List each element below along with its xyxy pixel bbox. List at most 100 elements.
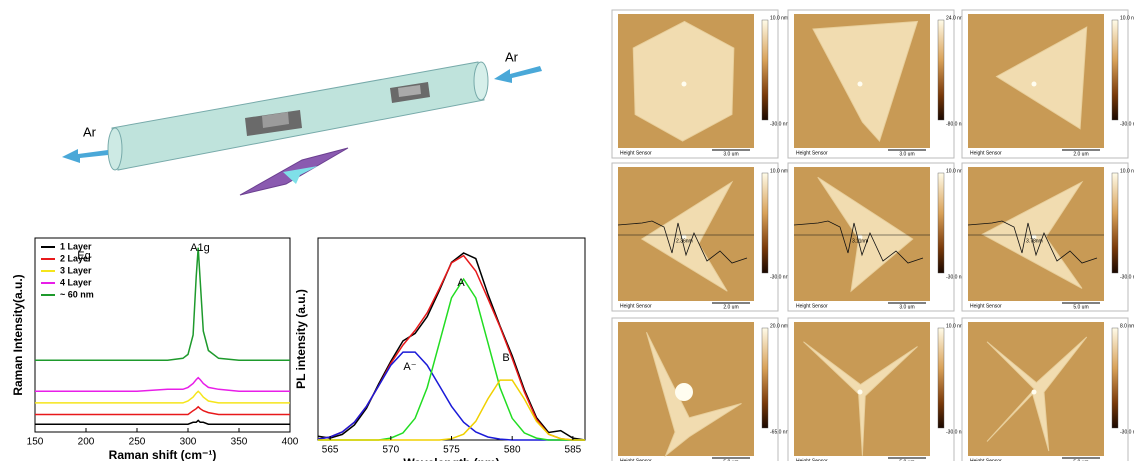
profile-label: 3.11nm (852, 238, 868, 244)
sensor-label: Height Sensor (970, 150, 1002, 156)
particle (857, 234, 863, 240)
colorbar-min: -30.0 nm (1120, 429, 1134, 435)
annotation: A (457, 277, 465, 289)
x-axis-label: Wavelength (nm) (403, 456, 499, 461)
y-axis-label: Raman Intensity(a.u.) (11, 274, 25, 395)
colorbar-min: -30.0 nm (946, 429, 966, 435)
line (35, 419, 290, 425)
particle (1031, 389, 1037, 395)
flake (283, 166, 318, 184)
colorbar-min: -30.0 nm (770, 274, 790, 280)
colorbar-min: -30.0 nm (946, 274, 966, 280)
colorbar (937, 19, 945, 121)
line-profile (967, 220, 1098, 264)
x-tick-label: 575 (443, 445, 460, 456)
flake (986, 336, 1088, 452)
sensor-label: Height Sensor (620, 303, 652, 309)
arrow-out (62, 149, 108, 163)
scale-label: 5.0 um (899, 459, 914, 461)
scale-label: 5.0 um (723, 459, 738, 461)
afm-panel: 2.36nm 10.0 nm -30.0 nm Height Sensor 2.0 um (611, 162, 790, 312)
particle (1031, 234, 1037, 240)
annotation: Eg (77, 250, 90, 262)
x-tick-label: 350 (231, 437, 248, 448)
colorbar-max: 8.0 nm (1120, 323, 1134, 329)
plot-frame (34, 237, 291, 433)
line-profile (617, 220, 748, 264)
sensor-label: Height Sensor (796, 458, 828, 461)
x-tick-label: 300 (180, 437, 197, 448)
gas-label: Ar (83, 124, 97, 139)
sensor-label: Height Sensor (796, 150, 828, 156)
scale-label: 5.0 um (1073, 304, 1088, 310)
colorbar-max: 10.0 nm (770, 15, 788, 21)
powder (262, 112, 289, 128)
powder (398, 85, 421, 97)
flake (812, 20, 919, 143)
colorbar-max: 10.0 nm (946, 323, 964, 329)
profile-label: 3.78nm (1026, 238, 1043, 244)
x-tick-label: 570 (382, 445, 399, 456)
colorbar-max: 10.0 nm (1120, 15, 1134, 21)
profile-label: 2.36nm (676, 238, 693, 244)
x-tick-label: 580 (504, 445, 521, 456)
colorbar-max: 10.0 nm (770, 168, 788, 174)
colorbar (761, 172, 769, 274)
plot-frame (317, 237, 586, 441)
legend-label: ~ 60 nm (60, 289, 94, 299)
colorbar-max: 20.0 nm (770, 323, 788, 329)
flake (632, 20, 735, 142)
afm-panel: 24.0 nm -80.0 nm Height Sensor 3.0 um (787, 9, 966, 159)
afm-panel: 20.0 nm -65.0 nm Height Sensor 5.0 um (611, 317, 790, 461)
scale-label: 3.0 um (723, 151, 738, 157)
colorbar-min: -80.0 nm (946, 121, 966, 127)
scale-label: 5.0 um (1073, 459, 1088, 461)
particle (681, 81, 687, 87)
tube-end (473, 61, 489, 101)
gas-label: Ar (505, 49, 519, 64)
x-tick-label: 585 (565, 445, 582, 456)
colorbar-max: 10.0 nm (1120, 168, 1134, 174)
line (35, 390, 290, 404)
scale-label: 3.0 um (899, 151, 914, 157)
legend-label: 2 Layer (60, 253, 92, 263)
legend-label: 1 Layer (60, 241, 92, 251)
x-tick-label: 150 (27, 437, 44, 448)
sensor-label: Height Sensor (970, 458, 1002, 461)
flake (995, 26, 1088, 130)
x-tick-label: 400 (282, 437, 299, 448)
line (35, 247, 290, 361)
afm-panel: 8.0 nm -30.0 nm Height Sensor 5.0 um (961, 317, 1134, 461)
sensor-label: Height Sensor (620, 458, 652, 461)
particle (857, 389, 863, 395)
colorbar (937, 172, 945, 274)
x-tick-label: 250 (129, 437, 146, 448)
scale-label: 3.0 um (899, 304, 914, 310)
arrow-in (494, 66, 542, 83)
line (317, 351, 585, 441)
colorbar-min: -65.0 nm (770, 429, 790, 435)
afm-panel: 10.0 nm -30.0 nm Height Sensor 5.0 um (787, 317, 966, 461)
annotation: A1g (190, 242, 210, 254)
tube-end (107, 127, 123, 171)
afm-panel: 3.11nm 10.0 nm -30.0 nm Height Sensor 3.0 um (787, 162, 966, 312)
colorbar-max: 10.0 nm (946, 168, 964, 174)
colorbar (1111, 327, 1119, 429)
colorbar-min: -30.0 nm (1120, 121, 1134, 127)
flake (646, 332, 742, 458)
legend-label: 3 Layer (60, 265, 92, 275)
flake (817, 176, 914, 293)
colorbar (761, 327, 769, 429)
colorbar (1111, 172, 1119, 274)
line (35, 405, 290, 416)
y-axis-label: PL intensity (a.u.) (294, 289, 308, 389)
colorbar (1111, 19, 1119, 121)
line-profile (793, 220, 924, 264)
colorbar-max: 24.0 nm (946, 15, 964, 21)
sensor-label: Height Sensor (970, 303, 1002, 309)
afm-panel: 10.0 nm -30.0 nm Height Sensor 3.0 um (611, 9, 790, 159)
schematic: Ar Ar (62, 49, 542, 196)
colorbar-min: -30.0 nm (770, 121, 790, 127)
